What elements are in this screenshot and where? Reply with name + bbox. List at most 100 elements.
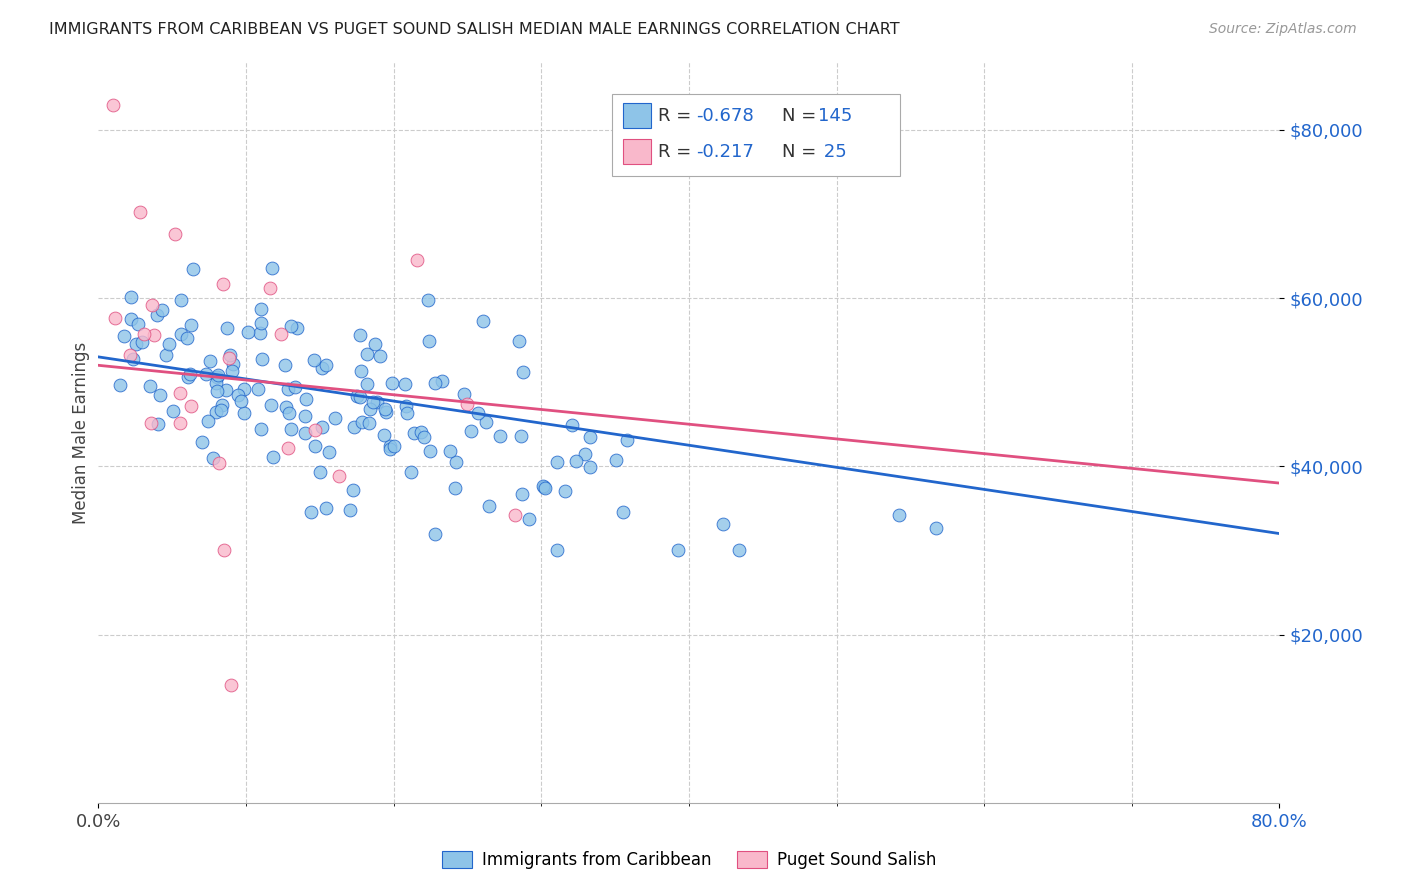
Point xyxy=(226,388,249,402)
Point xyxy=(512,365,534,379)
Point xyxy=(395,399,418,413)
Point xyxy=(169,416,191,430)
Point xyxy=(402,426,425,441)
Text: IMMIGRANTS FROM CARIBBEAN VS PUGET SOUND SALISH MEDIAN MALE EARNINGS CORRELATION: IMMIGRANTS FROM CARIBBEAN VS PUGET SOUND… xyxy=(49,22,900,37)
Point xyxy=(208,456,231,470)
Point xyxy=(446,455,468,469)
Text: -0.678: -0.678 xyxy=(696,107,754,125)
Point xyxy=(121,352,143,367)
Point xyxy=(127,317,149,331)
Point xyxy=(155,348,177,362)
Point xyxy=(221,678,243,692)
Point xyxy=(616,433,638,447)
Point xyxy=(221,357,243,371)
Point xyxy=(195,367,218,381)
Point xyxy=(146,309,169,323)
Point xyxy=(299,505,322,519)
Point xyxy=(163,227,186,242)
Point xyxy=(277,442,299,456)
Point xyxy=(374,405,396,419)
Point xyxy=(510,429,533,443)
Point xyxy=(180,318,202,332)
Point xyxy=(478,500,501,514)
Point xyxy=(209,402,232,417)
Point xyxy=(221,364,243,378)
Point xyxy=(472,314,495,328)
Point xyxy=(405,252,427,267)
Point xyxy=(727,543,749,558)
Point xyxy=(284,380,307,394)
Point xyxy=(612,505,634,519)
Point xyxy=(233,406,256,420)
Point xyxy=(453,387,475,401)
Point xyxy=(259,280,281,294)
Point xyxy=(418,293,440,307)
Point xyxy=(177,370,200,384)
Point xyxy=(380,439,402,453)
Point xyxy=(889,508,911,522)
Point xyxy=(294,409,316,423)
Point xyxy=(323,410,346,425)
Point xyxy=(128,204,150,219)
Point xyxy=(318,445,340,459)
Point xyxy=(339,502,361,516)
Point xyxy=(304,423,326,437)
Point xyxy=(285,320,308,334)
Point xyxy=(180,399,202,413)
Point xyxy=(250,422,273,436)
Point xyxy=(198,353,221,368)
Point xyxy=(250,352,273,367)
Point xyxy=(368,350,391,364)
Point xyxy=(711,517,734,532)
Point xyxy=(157,336,180,351)
Point xyxy=(381,376,404,391)
Point xyxy=(262,450,284,464)
Point xyxy=(250,302,273,317)
Point xyxy=(546,455,568,469)
Point xyxy=(219,348,242,362)
Point xyxy=(139,378,162,392)
Text: N =: N = xyxy=(782,143,821,161)
Point xyxy=(302,353,325,368)
Text: R =: R = xyxy=(658,107,697,125)
Point xyxy=(277,382,299,396)
Point xyxy=(474,415,496,429)
Point xyxy=(260,398,283,412)
Point xyxy=(162,404,184,418)
Point xyxy=(249,326,271,341)
Point xyxy=(439,444,461,458)
Point xyxy=(346,389,368,403)
Text: 25: 25 xyxy=(818,143,846,161)
Point xyxy=(246,382,269,396)
Point xyxy=(342,483,364,497)
Point xyxy=(531,479,554,493)
Point xyxy=(456,397,478,411)
Point xyxy=(141,298,163,312)
Point xyxy=(666,543,689,558)
Point xyxy=(444,482,467,496)
Point xyxy=(382,439,405,453)
Point xyxy=(169,386,191,401)
Text: 145: 145 xyxy=(818,107,852,125)
Point xyxy=(366,395,388,409)
Point xyxy=(141,416,163,430)
Y-axis label: Median Male Earnings: Median Male Earnings xyxy=(72,342,90,524)
Point xyxy=(350,364,373,378)
Point xyxy=(425,527,447,541)
Point xyxy=(394,376,416,391)
Point xyxy=(311,360,333,375)
Text: R =: R = xyxy=(658,143,697,161)
Point xyxy=(409,425,432,440)
Point xyxy=(508,334,530,348)
Point xyxy=(315,501,337,516)
Point xyxy=(605,453,627,467)
Point xyxy=(356,347,378,361)
Point xyxy=(328,468,350,483)
Point xyxy=(546,543,568,558)
Point xyxy=(533,480,555,494)
Point xyxy=(460,424,482,438)
Point xyxy=(120,312,142,326)
Point xyxy=(207,368,229,382)
Point xyxy=(205,376,228,390)
Point xyxy=(565,454,588,468)
